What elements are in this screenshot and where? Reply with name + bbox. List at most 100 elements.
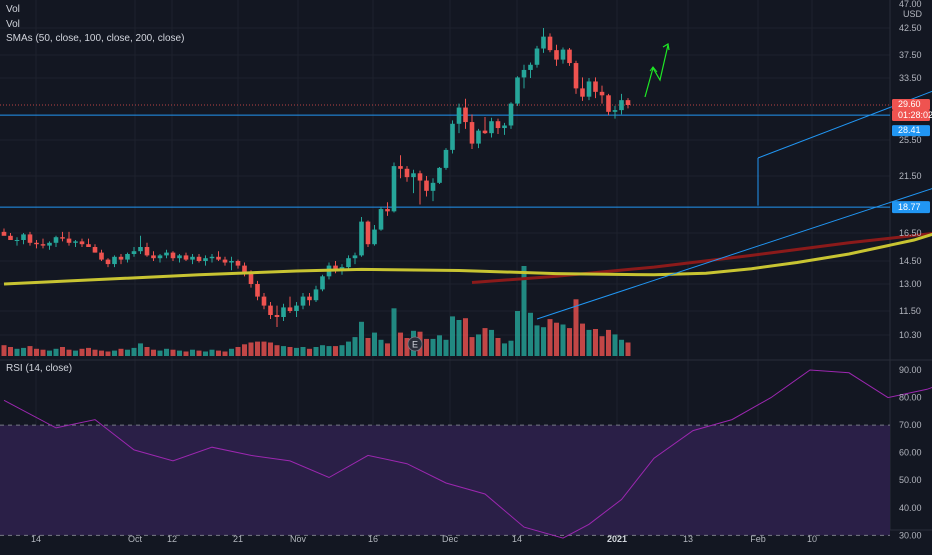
volume-bar bbox=[593, 329, 598, 356]
legend-vol-2[interactable]: Vol bbox=[6, 19, 20, 30]
candle-body bbox=[216, 256, 221, 260]
volume-bar bbox=[34, 348, 39, 356]
candle-body bbox=[27, 234, 33, 243]
volume-bar bbox=[40, 349, 46, 356]
candle-body bbox=[60, 237, 65, 239]
candle-body bbox=[560, 49, 566, 60]
price-tick: 11.50 bbox=[899, 306, 921, 316]
candle-body bbox=[378, 209, 384, 230]
volume-bar bbox=[47, 350, 52, 356]
volume-bar bbox=[456, 320, 462, 356]
volume-bar bbox=[378, 339, 384, 356]
rsi-axis: 90.00 80.00 70.00 60.00 50.00 40.00 30.00 bbox=[899, 365, 922, 540]
volume-bar bbox=[222, 351, 228, 356]
candle-body bbox=[203, 258, 208, 261]
volume-bar bbox=[131, 347, 137, 356]
volume-bar bbox=[196, 350, 202, 356]
volume-bar bbox=[27, 346, 33, 356]
volume-bar bbox=[443, 339, 449, 356]
candle-body bbox=[547, 36, 553, 51]
legend-vol-1[interactable]: Vol bbox=[6, 4, 20, 15]
volume-bar bbox=[307, 348, 312, 356]
sma-100-line bbox=[471, 232, 932, 284]
candle-body bbox=[313, 289, 319, 301]
candle-body bbox=[21, 234, 26, 240]
volume-bar bbox=[547, 319, 553, 356]
channel bbox=[536, 90, 932, 320]
volume-bar bbox=[619, 339, 624, 356]
earnings-label: E bbox=[412, 340, 418, 350]
time-tick: 12 bbox=[167, 534, 177, 544]
last-price-badge: 29.60 bbox=[898, 99, 921, 109]
volume-bar bbox=[430, 338, 436, 356]
candle-body bbox=[495, 121, 501, 129]
time-tick: Nov bbox=[290, 534, 307, 544]
candle-body bbox=[151, 255, 156, 259]
price-tick: 25.50 bbox=[899, 135, 922, 145]
volume-bar bbox=[242, 344, 247, 356]
volume-bar bbox=[339, 345, 345, 356]
volume-bar bbox=[164, 348, 169, 356]
time-tick: 14 bbox=[512, 534, 522, 544]
candle-body bbox=[586, 81, 592, 97]
candle-body bbox=[157, 255, 163, 259]
legend-sma[interactable]: SMAs (50, close, 100, close, 200, close) bbox=[6, 33, 185, 44]
volume-bar bbox=[274, 345, 280, 356]
volume-bar bbox=[14, 348, 20, 356]
price-tick: 42.50 bbox=[899, 23, 922, 33]
candle-body bbox=[365, 221, 371, 245]
volume-bar bbox=[144, 347, 150, 356]
volume-bar bbox=[1, 345, 7, 356]
horizontal-lines bbox=[0, 104, 890, 208]
rsi-tick: 90.00 bbox=[899, 365, 922, 375]
candle-body bbox=[34, 242, 39, 245]
candle-body bbox=[593, 81, 598, 92]
volume-bar bbox=[281, 346, 286, 356]
candle-body bbox=[437, 167, 442, 183]
volume-bar bbox=[495, 338, 501, 356]
candle-body bbox=[599, 91, 605, 96]
candle-body bbox=[274, 315, 280, 317]
candle-body bbox=[450, 123, 455, 150]
candle-body bbox=[476, 130, 481, 144]
candle-body bbox=[222, 259, 228, 263]
volume-bar bbox=[287, 347, 293, 356]
volume-bar bbox=[534, 325, 540, 356]
candle-body bbox=[515, 77, 520, 104]
volume-bar bbox=[528, 312, 533, 356]
channel-upper-line bbox=[757, 90, 932, 159]
time-tick: Dec bbox=[442, 534, 459, 544]
volume-bar bbox=[515, 311, 520, 356]
candle-body bbox=[398, 166, 403, 169]
volume-bar bbox=[203, 351, 208, 356]
candle-body bbox=[261, 296, 267, 306]
candle-body bbox=[177, 255, 182, 259]
rsi-line bbox=[3, 369, 932, 539]
candle-body bbox=[430, 182, 436, 191]
volume-bar bbox=[502, 343, 507, 356]
volume-bar bbox=[625, 342, 631, 356]
volume-bar bbox=[125, 349, 130, 356]
volume-bar bbox=[606, 329, 611, 356]
candle-body bbox=[196, 256, 202, 261]
time-tick: 14 bbox=[31, 534, 41, 544]
earnings-marker[interactable]: E bbox=[407, 336, 423, 352]
volume-bar bbox=[209, 349, 215, 356]
volume-bar bbox=[352, 337, 358, 356]
volume-bar bbox=[333, 346, 338, 356]
candles bbox=[1, 28, 631, 327]
indicator-lines bbox=[3, 232, 932, 286]
time-tick: 21 bbox=[233, 534, 243, 544]
candle-body bbox=[242, 265, 247, 274]
volume-bar bbox=[261, 341, 267, 356]
legend-rsi[interactable]: RSI (14, close) bbox=[6, 363, 73, 374]
candle-body bbox=[320, 276, 325, 290]
rsi-tick: 50.00 bbox=[899, 475, 922, 485]
volume-bar bbox=[573, 299, 579, 356]
volume-bar bbox=[73, 350, 78, 356]
time-tick: 2021 bbox=[607, 534, 627, 544]
price-tick: 14.50 bbox=[899, 256, 922, 266]
volume-bar bbox=[463, 318, 468, 356]
